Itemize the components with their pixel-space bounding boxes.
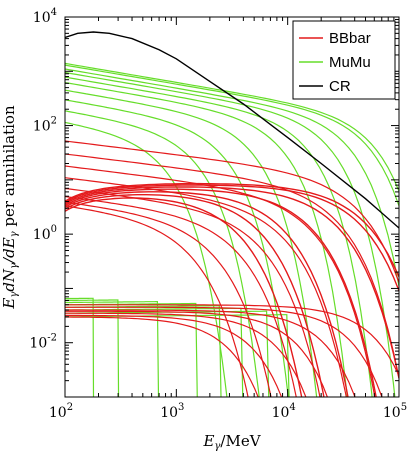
mumu-curve-high-2 (65, 68, 399, 287)
cr-curve (65, 31, 399, 229)
bbbar-curve-high-6 (65, 201, 272, 397)
bbbar-curve-low-5 (65, 314, 283, 397)
bbbar-curve-mid-5 (65, 194, 325, 397)
mumu-curve-low-0 (65, 297, 95, 397)
mumu-curve-high-9 (65, 121, 228, 397)
bbbar-curve-low-4 (65, 312, 307, 397)
bbbar-curve-high-2 (65, 165, 376, 397)
bbbar-curve-mid-3 (65, 188, 377, 397)
mumu-curve-high-7 (65, 99, 289, 397)
bbbar-curve-mid-4 (65, 191, 349, 397)
bbbar-curve-mid-0 (65, 182, 399, 277)
label-layer: 102 103 104 10510-2100102104Eγ/MeVEγdNγ/dEγ… (0, 7, 407, 452)
bbbar-curve-mid-6 (65, 197, 303, 397)
bbbar-curve-mid-2 (65, 186, 399, 379)
tick-layer (64, 16, 400, 398)
bbbar-curve-high-1 (65, 153, 399, 379)
legend-label: BBbar (329, 30, 371, 47)
mumu-curve-high-4 (65, 76, 373, 397)
mumu-curve-high-1 (65, 64, 399, 207)
y-axis-label: EγdNγ/dEγ per annihilation (0, 105, 20, 310)
bbbar-curve-high-7 (65, 205, 249, 397)
bbbar-curve-low-0 (65, 304, 399, 376)
mumu-curve-high-8 (65, 110, 260, 397)
mumu-curve-low-7 (65, 314, 290, 397)
plot-frame (64, 16, 400, 398)
x-axis-label: Eγ/MeV (202, 432, 261, 452)
bbbar-curve-low-6 (65, 316, 259, 397)
bbbar-curve-mid-1 (65, 184, 399, 291)
mumu-curve-high-6 (65, 89, 318, 397)
bbbar-curve-high-3 (65, 177, 347, 397)
bbbar-curve-low-1 (65, 306, 383, 397)
legend: BBbar MuMu CR (292, 20, 396, 100)
mumu-curve-high-5 (65, 82, 348, 397)
bbbar-curve-high-0 (65, 140, 399, 283)
mumu-curve-low-2 (65, 301, 160, 397)
bbbar-curve-high-5 (65, 195, 297, 397)
mumu-curve-low-1 (65, 299, 120, 397)
curve-layer (65, 31, 399, 397)
legend-label: MuMu (329, 54, 371, 71)
mumu-curve-high-0 (65, 62, 399, 192)
bbbar-curve-low-3 (65, 310, 328, 397)
bbbar-curve-low-2 (65, 309, 356, 397)
legend-label: CR (329, 78, 351, 95)
mumu-curve-high-3 (65, 71, 396, 397)
